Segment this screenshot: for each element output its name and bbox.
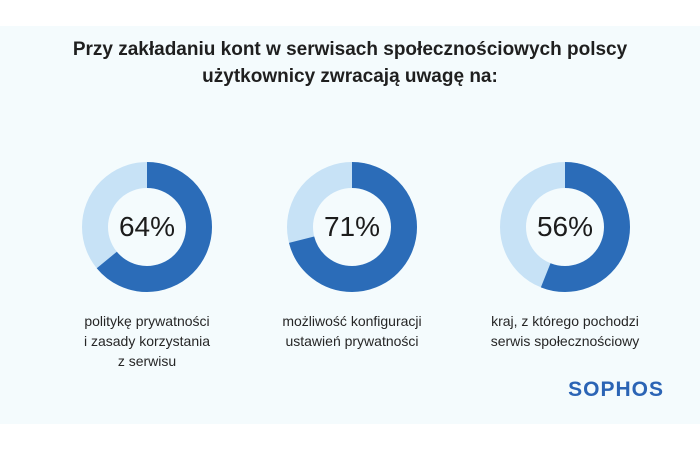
caption-1-line-3: z serwisu <box>117 353 177 369</box>
donut-value-arc-3 <box>500 162 630 292</box>
donut-value-arc-2 <box>287 162 417 292</box>
donut-chart-1: 64% <box>82 162 212 292</box>
donut-value-arc-1 <box>82 162 212 292</box>
caption-3-line-2: serwis społecznościowy <box>490 333 640 349</box>
sophos-logo: SOPHOS <box>568 378 664 401</box>
donut-svg-1 <box>82 162 212 292</box>
caption-1-line-1: politykę prywatności <box>84 313 210 329</box>
donut-percent-label-2: 71% <box>323 211 381 242</box>
donut-chart-2: 71% <box>287 162 417 292</box>
donut-svg-2 <box>287 162 417 292</box>
donut-percent-label-1: 64% <box>118 211 176 242</box>
caption-3: kraj, z którego pochodzi serwis społeczn… <box>465 311 665 351</box>
title-line-2: użytkownicy zwracają uwagę na: <box>202 66 498 87</box>
caption-3-line-1: kraj, z którego pochodzi <box>491 313 639 329</box>
caption-2: możliwość konfiguracji ustawień prywatno… <box>252 311 452 351</box>
caption-2-line-2: ustawień prywatności <box>285 333 419 349</box>
caption-1-line-2: i zasady korzystania <box>83 333 211 349</box>
title-line-1: Przy zakładaniu kont w serwisach społecz… <box>72 39 628 60</box>
infographic-title: Przy zakładaniu kont w serwisach społecz… <box>0 36 700 90</box>
donut-chart-3: 56% <box>500 162 630 292</box>
infographic-panel <box>0 26 700 424</box>
donut-percent-label-3: 56% <box>536 211 594 242</box>
caption-1: politykę prywatności i zasady korzystani… <box>47 311 247 371</box>
caption-2-line-1: możliwość konfiguracji <box>282 313 422 329</box>
donut-svg-3 <box>500 162 630 292</box>
